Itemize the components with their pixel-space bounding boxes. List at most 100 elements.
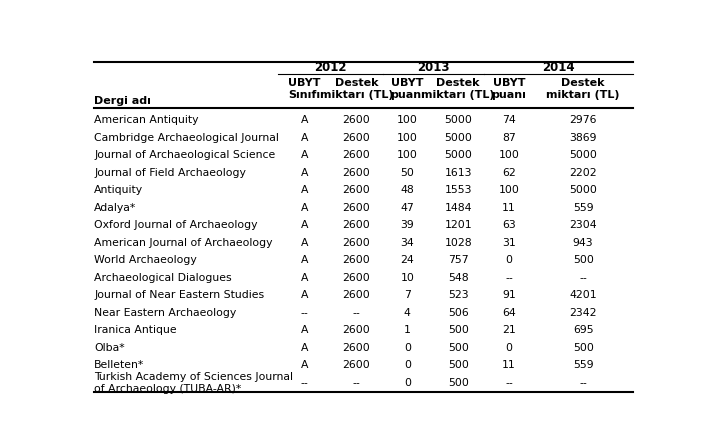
- Text: 0: 0: [506, 343, 513, 353]
- Text: A: A: [301, 220, 308, 230]
- Text: 500: 500: [447, 343, 469, 353]
- Text: Journal of Field Archaeology: Journal of Field Archaeology: [94, 168, 246, 178]
- Text: A: A: [301, 343, 308, 353]
- Text: 2600: 2600: [342, 361, 370, 370]
- Text: 50: 50: [401, 168, 414, 178]
- Text: --: --: [301, 378, 308, 388]
- Text: 63: 63: [502, 220, 516, 230]
- Text: 1028: 1028: [445, 238, 472, 248]
- Text: A: A: [301, 203, 308, 213]
- Text: A: A: [301, 273, 308, 283]
- Text: 100: 100: [498, 150, 520, 160]
- Text: 2304: 2304: [569, 220, 597, 230]
- Text: 500: 500: [447, 378, 469, 388]
- Text: Journal of Archaeological Science: Journal of Archaeological Science: [94, 150, 275, 160]
- Text: A: A: [301, 168, 308, 178]
- Text: 5000: 5000: [445, 115, 472, 125]
- Text: 11: 11: [502, 203, 516, 213]
- Text: 559: 559: [573, 361, 593, 370]
- Text: 100: 100: [498, 185, 520, 195]
- Text: Journal of Near Eastern Studies: Journal of Near Eastern Studies: [94, 290, 264, 301]
- Text: 559: 559: [573, 203, 593, 213]
- Text: A: A: [301, 185, 308, 195]
- Text: Destek
miktarı (TL): Destek miktarı (TL): [547, 79, 620, 100]
- Text: 1201: 1201: [445, 220, 472, 230]
- Text: 500: 500: [573, 343, 593, 353]
- Text: 2342: 2342: [569, 308, 597, 318]
- Text: 4201: 4201: [569, 290, 597, 301]
- Text: 0: 0: [506, 255, 513, 266]
- Text: 21: 21: [502, 325, 516, 335]
- Text: Adalya*: Adalya*: [94, 203, 136, 213]
- Text: 2600: 2600: [342, 220, 370, 230]
- Text: A: A: [301, 290, 308, 301]
- Text: 500: 500: [447, 361, 469, 370]
- Text: Cambridge Archaeological Journal: Cambridge Archaeological Journal: [94, 133, 279, 143]
- Text: 64: 64: [502, 308, 516, 318]
- Text: UBYT
Sınıfı: UBYT Sınıfı: [288, 79, 320, 100]
- Text: UBYT
puanı: UBYT puanı: [491, 79, 526, 100]
- Text: American Journal of Archaeology: American Journal of Archaeology: [94, 238, 273, 248]
- Text: 500: 500: [447, 325, 469, 335]
- Text: 10: 10: [401, 273, 414, 283]
- Text: 1553: 1553: [445, 185, 472, 195]
- Text: 2600: 2600: [342, 203, 370, 213]
- Text: A: A: [301, 361, 308, 370]
- Text: 1: 1: [404, 325, 411, 335]
- Text: UBYT
puanı: UBYT puanı: [390, 79, 425, 100]
- Text: 11: 11: [502, 361, 516, 370]
- Text: 5000: 5000: [569, 150, 597, 160]
- Text: 24: 24: [401, 255, 414, 266]
- Text: World Archaeology: World Archaeology: [94, 255, 197, 266]
- Text: 91: 91: [502, 290, 516, 301]
- Text: Archaeological Dialogues: Archaeological Dialogues: [94, 273, 232, 283]
- Text: American Antiquity: American Antiquity: [94, 115, 199, 125]
- Text: --: --: [505, 378, 513, 388]
- Text: 943: 943: [573, 238, 593, 248]
- Text: 2012: 2012: [314, 61, 347, 74]
- Text: 548: 548: [448, 273, 469, 283]
- Text: 3869: 3869: [569, 133, 597, 143]
- Text: 74: 74: [502, 115, 516, 125]
- Text: 2013: 2013: [417, 61, 450, 74]
- Text: 2014: 2014: [542, 61, 575, 74]
- Text: Destek
miktarı (TL): Destek miktarı (TL): [421, 79, 495, 100]
- Text: 2600: 2600: [342, 325, 370, 335]
- Text: 2600: 2600: [342, 273, 370, 283]
- Text: 2600: 2600: [342, 238, 370, 248]
- Text: 31: 31: [502, 238, 516, 248]
- Text: --: --: [301, 308, 308, 318]
- Text: 506: 506: [448, 308, 469, 318]
- Text: 100: 100: [397, 150, 418, 160]
- Text: Belleten*: Belleten*: [94, 361, 145, 370]
- Text: 39: 39: [401, 220, 414, 230]
- Text: --: --: [579, 378, 587, 388]
- Text: Iranica Antique: Iranica Antique: [94, 325, 177, 335]
- Text: 87: 87: [502, 133, 516, 143]
- Text: A: A: [301, 325, 308, 335]
- Text: Dergi adı: Dergi adı: [94, 96, 151, 106]
- Text: 2600: 2600: [342, 168, 370, 178]
- Text: 34: 34: [401, 238, 414, 248]
- Text: Olba*: Olba*: [94, 343, 125, 353]
- Text: Destek
miktarı (TL): Destek miktarı (TL): [320, 79, 393, 100]
- Text: 0: 0: [404, 378, 411, 388]
- Text: 2600: 2600: [342, 185, 370, 195]
- Text: Oxford Journal of Archaeology: Oxford Journal of Archaeology: [94, 220, 257, 230]
- Text: Turkish Academy of Sciences Journal
of Archaeology (TUBA-AR)*: Turkish Academy of Sciences Journal of A…: [94, 372, 293, 394]
- Text: 695: 695: [573, 325, 593, 335]
- Text: --: --: [352, 378, 360, 388]
- Text: A: A: [301, 255, 308, 266]
- Text: 48: 48: [401, 185, 414, 195]
- Text: 2600: 2600: [342, 255, 370, 266]
- Text: 1613: 1613: [445, 168, 472, 178]
- Text: 757: 757: [448, 255, 469, 266]
- Text: 0: 0: [404, 361, 411, 370]
- Text: --: --: [579, 273, 587, 283]
- Text: 2600: 2600: [342, 133, 370, 143]
- Text: 2600: 2600: [342, 343, 370, 353]
- Text: 2600: 2600: [342, 115, 370, 125]
- Text: Antiquity: Antiquity: [94, 185, 143, 195]
- Text: 62: 62: [502, 168, 516, 178]
- Text: 2600: 2600: [342, 290, 370, 301]
